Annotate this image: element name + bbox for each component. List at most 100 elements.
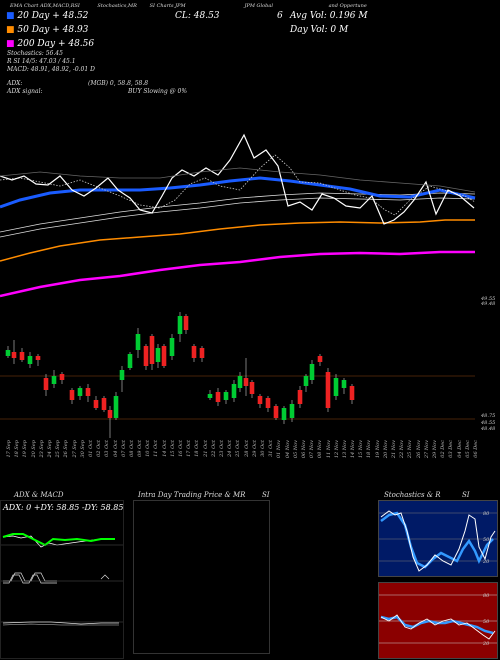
date-tick: 14 Oct [161, 440, 168, 457]
candle-body [161, 346, 167, 366]
date-tick: 30 Oct [259, 440, 266, 457]
stochastics-graph: 80 50 20 [379, 510, 497, 572]
intraday-panel [133, 500, 270, 654]
stoch-panel-title: Stochastics & R [384, 491, 441, 499]
ema-price-chart: 49.55 49.48 [0, 133, 495, 307]
candle-body [333, 378, 339, 396]
date-tick: 11 Nov [325, 440, 332, 459]
price-label-top2: 49.48 [480, 301, 495, 307]
date-tick: 07 Oct [120, 440, 127, 457]
candle-body [207, 394, 213, 398]
date-tick: 27 Sep [71, 440, 78, 458]
date-tick: 16 Oct [178, 440, 185, 457]
date-tick: 05 Nov [292, 440, 299, 459]
date-tick: 19 Nov [374, 440, 381, 459]
candlestick-chart: 48.75 48.55 48.48 [0, 312, 495, 438]
date-tick: 03 Dec [448, 440, 455, 458]
avg-vol-readout: Avg Vol: 0.196 M [290, 11, 368, 21]
candle-body [149, 336, 155, 364]
candle-body [169, 338, 175, 356]
intraday-si-label: SI [262, 491, 270, 499]
date-tick: 13 Nov [341, 440, 348, 459]
rsi-level-80: 80 [483, 593, 490, 599]
date-axis: 17 Sep 18 Sep 19 Sep 20 Sep 23 Sep 24 Sep 25 S… [0, 440, 500, 485]
candle-body [43, 378, 49, 390]
date-tick: 15 Nov [358, 440, 365, 459]
candle-body [155, 348, 161, 362]
candle-body [289, 404, 295, 418]
price-label-b1: 48.75 [480, 413, 495, 419]
candle-body [101, 398, 107, 410]
date-tick: 24 Oct [227, 440, 234, 457]
rsi-readout: R SI 14/5: 47.03 / 45.1 [7, 58, 76, 65]
candle-body [223, 392, 229, 400]
rsi-level-50: 50 [483, 619, 490, 625]
date-tick: 18 Sep [14, 440, 21, 458]
rsi-graph: 80 50 20 [379, 593, 497, 647]
candle-body [135, 334, 141, 350]
date-tick: 20 Nov [382, 440, 389, 459]
header-global: JPM Global [244, 3, 273, 9]
candle-body [19, 352, 25, 360]
date-tick: 03 Oct [104, 440, 111, 457]
price-label-top: 49.55 [480, 296, 495, 302]
ema200-line [0, 250, 475, 298]
date-tick: 10 Oct [145, 440, 152, 457]
candle-body [177, 316, 183, 334]
candle-body [93, 400, 99, 408]
upper-band-line [0, 197, 476, 238]
date-tick: 09 Oct [137, 440, 144, 457]
date-tick: 22 Nov [399, 440, 406, 459]
header-ema: EMA Chart [10, 3, 39, 9]
header-adx: ADX,MACD,RSI [40, 3, 80, 9]
header-si: SI Charts JPM [149, 3, 186, 9]
ema200-readout: ■ 200 Day + 48.56 [6, 39, 95, 49]
dotted-signal-line [0, 154, 476, 216]
candle-body [191, 346, 197, 358]
candle-body [113, 396, 119, 418]
candle-body [59, 374, 65, 380]
candle-body [297, 390, 303, 404]
candle-body [341, 380, 347, 388]
date-tick: 17 Sep [6, 440, 12, 458]
date-tick: 15 Oct [169, 440, 176, 457]
ema20-line [0, 176, 476, 209]
date-tick: 17 Oct [186, 440, 193, 457]
chart-header: EMA Chart ADX,MACD,RSI Stochastics,MR SI… [10, 3, 367, 9]
adx-panel-title: ADX & MACD [14, 491, 64, 499]
candle-body [349, 386, 355, 400]
date-tick: 04 Dec [456, 440, 463, 458]
macd-readout: MACD: 48.91, 48.92, -0.01 D [7, 66, 95, 73]
candle-body [249, 382, 255, 394]
candle-body [199, 348, 205, 358]
candle-body [51, 376, 57, 384]
date-tick: 19 Sep [22, 440, 29, 458]
ema50-readout: ■ 50 Day + 48.93 [6, 25, 89, 35]
candle-body [243, 378, 249, 386]
rsi-panel: 80 50 20 [378, 582, 498, 659]
date-tick: 25 Sep [55, 440, 62, 458]
candle-body [11, 352, 17, 358]
candle-body [69, 390, 75, 400]
candle-body [127, 354, 133, 368]
candle-body [303, 376, 309, 386]
candle-body [5, 350, 11, 356]
date-tick: 25 Nov [407, 440, 414, 459]
candle-body [317, 356, 323, 362]
date-tick: 08 Nov [317, 440, 324, 459]
date-tick: 21 Nov [391, 440, 398, 459]
date-tick: 04 Nov [284, 440, 291, 459]
adx-label: ADX: [7, 80, 23, 87]
date-tick: 14 Nov [350, 440, 357, 459]
stochastics-readout: Stochastics: 56.45 [7, 50, 63, 57]
buy-signal: BUY Slowing @ 0% [128, 88, 188, 95]
date-tick: 08 Oct [128, 440, 135, 457]
date-tick: 18 Oct [194, 440, 201, 457]
candle-body [237, 376, 243, 388]
date-tick: 11 Oct [153, 440, 160, 457]
date-tick: 27 Nov [423, 440, 430, 459]
price-label-b2: 48.55 [480, 420, 495, 426]
candle-body [265, 398, 271, 408]
date-tick: 23 Sep [38, 440, 45, 458]
candle-body [281, 408, 287, 420]
